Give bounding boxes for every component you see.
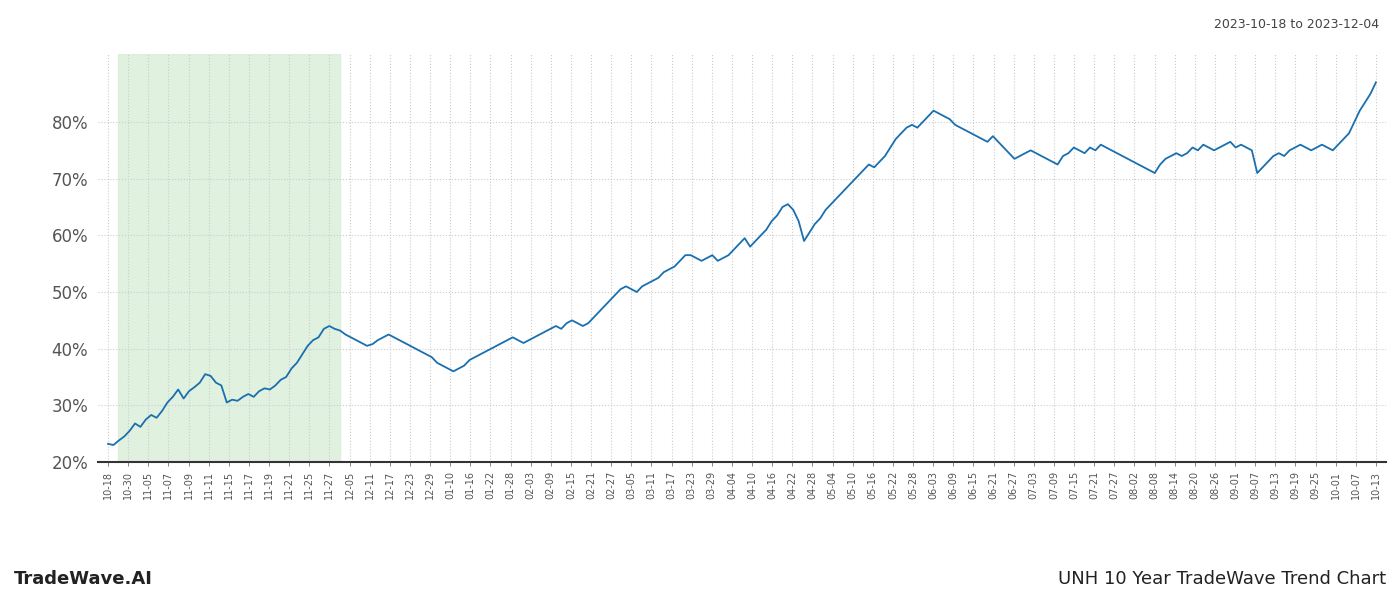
Text: 2023-10-18 to 2023-12-04: 2023-10-18 to 2023-12-04 — [1214, 18, 1379, 31]
Bar — [118, 54, 339, 462]
Text: UNH 10 Year TradeWave Trend Chart: UNH 10 Year TradeWave Trend Chart — [1058, 570, 1386, 588]
Text: TradeWave.AI: TradeWave.AI — [14, 570, 153, 588]
